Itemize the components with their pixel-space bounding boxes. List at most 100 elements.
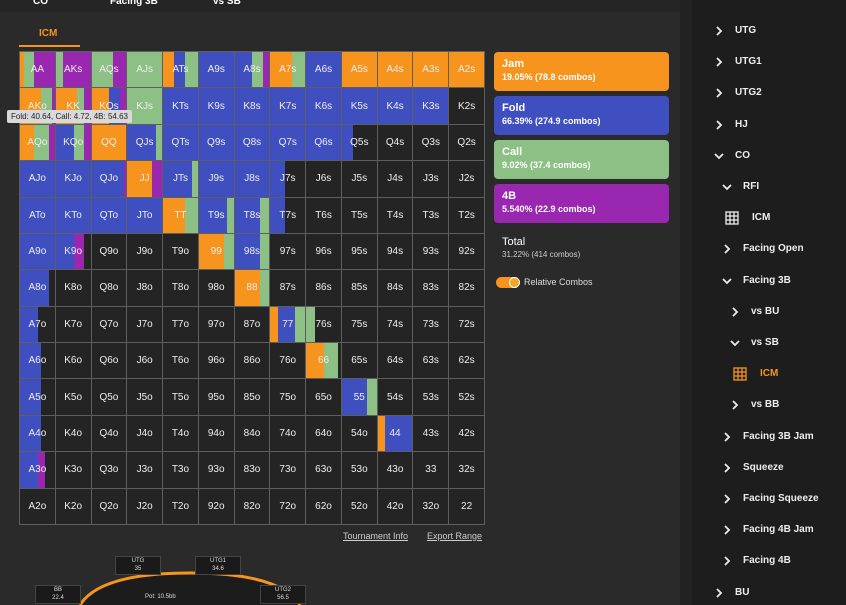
hand-cell[interactable]: 95s: [341, 233, 378, 271]
hand-cell[interactable]: J2s: [449, 161, 485, 198]
hand-cell[interactable]: J3o: [127, 452, 164, 489]
hand-cell[interactable]: K6s: [306, 88, 342, 125]
hand-cell[interactable]: 83s: [413, 270, 450, 307]
hand-cell[interactable]: QQ: [91, 124, 128, 162]
hand-cell[interactable]: 83o: [234, 452, 271, 489]
hand-cell[interactable]: J8s: [234, 161, 271, 198]
hand-cell[interactable]: T9o: [163, 233, 199, 271]
hand-cell[interactable]: 86o: [234, 343, 271, 380]
hand-cell[interactable]: 53s: [413, 379, 450, 416]
hand-cell[interactable]: T7s: [270, 197, 307, 234]
hand-cell[interactable]: K2o: [55, 488, 92, 525]
hand-cell[interactable]: 87s: [270, 270, 307, 307]
hand-cell[interactable]: QJs: [127, 124, 164, 162]
tree-item[interactable]: Facing 4B Jam: [692, 522, 846, 538]
hand-cell[interactable]: T2o: [163, 488, 199, 525]
hand-cell[interactable]: ATo: [20, 197, 56, 234]
hand-cell[interactable]: 74s: [377, 306, 414, 344]
hand-cell[interactable]: QTo: [91, 197, 128, 234]
hand-cell[interactable]: 65o: [306, 379, 342, 416]
hand-cell[interactable]: QJo: [91, 161, 128, 198]
hand-cell[interactable]: 74o: [270, 415, 307, 453]
hand-cell[interactable]: J2o: [127, 488, 164, 525]
hand-cell[interactable]: 76o: [270, 343, 307, 380]
hand-cell[interactable]: 44: [377, 415, 414, 453]
hand-cell[interactable]: Q4o: [91, 415, 128, 453]
hand-cell[interactable]: KQo: [55, 124, 92, 162]
hand-cell[interactable]: A3s: [413, 52, 450, 89]
hand-cell[interactable]: Q2o: [91, 488, 128, 525]
hand-cell[interactable]: A2s: [449, 52, 485, 89]
tree-item[interactable]: Facing 4B: [692, 553, 846, 569]
tree-item[interactable]: ICM: [692, 210, 846, 226]
hand-cell[interactable]: 62o: [306, 488, 342, 525]
hand-cell[interactable]: 42s: [449, 415, 485, 453]
hand-cell[interactable]: Q2s: [449, 124, 485, 162]
hand-cell[interactable]: Q7o: [91, 306, 128, 344]
hand-cell[interactable]: J8o: [127, 270, 164, 307]
hand-cell[interactable]: T4s: [377, 197, 414, 234]
hand-cell[interactable]: K8s: [234, 88, 271, 125]
hand-cell[interactable]: 97o: [198, 306, 235, 344]
hand-cell[interactable]: A3o: [20, 452, 56, 489]
hand-cell[interactable]: Q4s: [377, 124, 414, 162]
hand-cell[interactable]: JJ: [127, 161, 164, 198]
hand-cell[interactable]: T4o: [163, 415, 199, 453]
hand-cell[interactable]: Q9o: [91, 233, 128, 271]
hand-cell[interactable]: ATs: [163, 52, 199, 89]
hand-cell[interactable]: 54s: [377, 379, 414, 416]
hand-cell[interactable]: 98o: [198, 270, 235, 307]
hand-cell[interactable]: J9o: [127, 233, 164, 271]
hand-cell[interactable]: Q6s: [306, 124, 342, 162]
nav-item[interactable]: vs SB: [213, 0, 241, 7]
hand-cell[interactable]: K3s: [413, 88, 450, 125]
hand-cell[interactable]: A7o: [20, 306, 56, 344]
hand-cell[interactable]: A6s: [306, 52, 342, 89]
hand-cell[interactable]: K3o: [55, 452, 92, 489]
hand-cell[interactable]: 42o: [377, 488, 414, 525]
tree-item[interactable]: BU: [692, 585, 846, 601]
tree-item[interactable]: ICM: [692, 366, 846, 382]
hand-cell[interactable]: 92s: [449, 233, 485, 271]
tree-item[interactable]: CO: [692, 148, 846, 164]
hand-cell[interactable]: 82o: [234, 488, 271, 525]
tree-item[interactable]: UTG2: [692, 85, 846, 101]
hand-cell[interactable]: KTs: [163, 88, 199, 125]
hand-cell[interactable]: 84o: [234, 415, 271, 453]
tree-item[interactable]: vs BU: [692, 304, 846, 320]
hand-cell[interactable]: T3o: [163, 452, 199, 489]
hand-cell[interactable]: KTo: [55, 197, 92, 234]
hand-cell[interactable]: J7o: [127, 306, 164, 344]
hand-cell[interactable]: 88: [234, 270, 271, 307]
hand-cell[interactable]: T3s: [413, 197, 450, 234]
hand-cell[interactable]: 33: [413, 452, 450, 489]
hand-cell[interactable]: Q5o: [91, 379, 128, 416]
hand-cell[interactable]: Q6o: [91, 343, 128, 380]
hand-cell[interactable]: A9s: [198, 52, 235, 89]
hand-cell[interactable]: AJs: [127, 52, 164, 89]
hand-cell[interactable]: 72s: [449, 306, 485, 344]
hand-cell[interactable]: J6s: [306, 161, 342, 198]
hand-cell[interactable]: 43s: [413, 415, 450, 453]
hand-cell[interactable]: A5o: [20, 379, 56, 416]
tab-label[interactable]: ICM: [39, 28, 58, 39]
tree-item[interactable]: vs BB: [692, 397, 846, 413]
hand-cell[interactable]: 98s: [234, 233, 271, 271]
hand-cell[interactable]: A6o: [20, 343, 56, 380]
hand-cell[interactable]: A7s: [270, 52, 307, 89]
hand-cell[interactable]: J9s: [198, 161, 235, 198]
hand-cell[interactable]: A2o: [20, 488, 56, 525]
hand-cell[interactable]: 95o: [198, 379, 235, 416]
hand-cell[interactable]: 75o: [270, 379, 307, 416]
tree-item[interactable]: RFI: [692, 179, 846, 195]
hand-cell[interactable]: Q9s: [198, 124, 235, 162]
tree-item[interactable]: Facing Squeeze: [692, 491, 846, 507]
hand-cell[interactable]: T9s: [198, 197, 235, 234]
hand-cell[interactable]: Q3s: [413, 124, 450, 162]
tree-item[interactable]: UTG: [692, 23, 846, 39]
hand-cell[interactable]: 63s: [413, 343, 450, 380]
hand-cell[interactable]: QTs: [163, 124, 199, 162]
hand-cell[interactable]: K6o: [55, 343, 92, 380]
hand-cell[interactable]: 55: [341, 379, 378, 416]
link[interactable]: Export Range: [427, 531, 483, 541]
